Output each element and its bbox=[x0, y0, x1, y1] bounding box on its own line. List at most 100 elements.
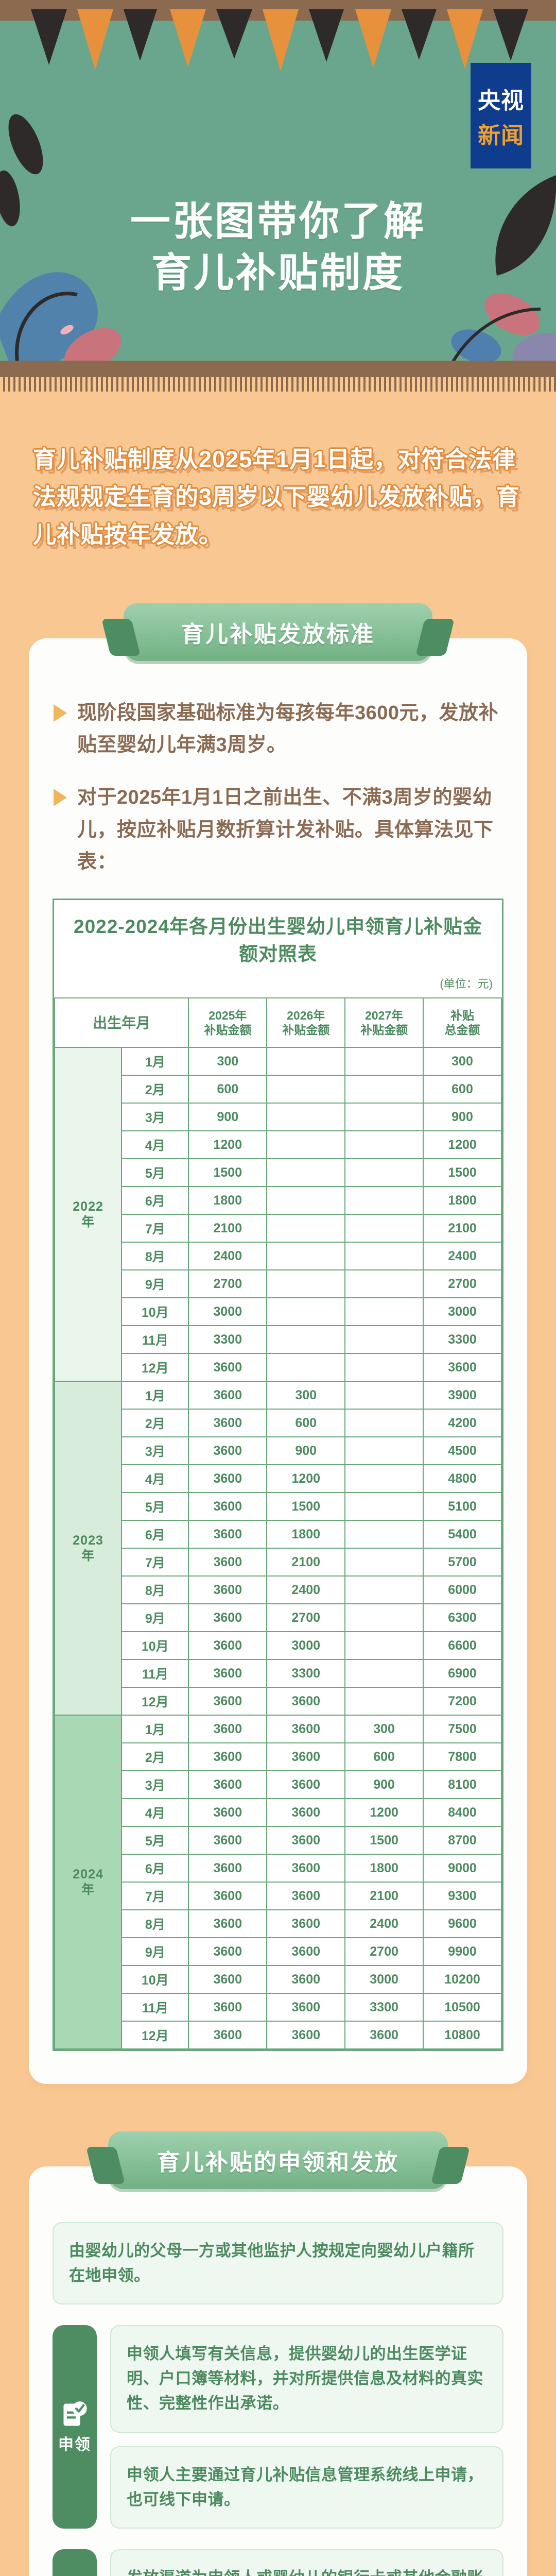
cell-month: 2月 bbox=[121, 1075, 189, 1104]
process-group-apply: 申领 申领人填写有关信息，提供婴幼儿的出生医学证明、户口簿等材料，并对所提供信息… bbox=[53, 2325, 503, 2529]
cell-2027 bbox=[344, 1464, 424, 1494]
cell-month: 7月 bbox=[121, 1214, 189, 1243]
table-head: 出生年月 2025年 补贴金额 2026年 补贴金额 bbox=[54, 997, 502, 1048]
cell-2027 bbox=[344, 1548, 424, 1577]
cell-2025: 3600 bbox=[188, 1548, 268, 1577]
cell-total: 10200 bbox=[423, 1965, 502, 1994]
cell-2025: 1800 bbox=[188, 1186, 268, 1215]
cell-2025: 3600 bbox=[188, 1520, 268, 1549]
hero-title-line2: 育儿补贴制度 bbox=[151, 249, 405, 295]
bullet-item: 对于2025年1月1日之前出生、不满3周岁的婴幼儿，按应补贴月数折算计发补贴。具… bbox=[54, 782, 502, 878]
table-row: 11月 3600 3600 3300 10500 bbox=[55, 1993, 502, 2022]
cell-2026: 3600 bbox=[266, 1909, 346, 1939]
cell-2025: 3600 bbox=[188, 1715, 268, 1744]
foliage-right-decoration bbox=[451, 175, 556, 361]
cell-2027: 900 bbox=[344, 1770, 424, 1800]
cell-total: 7200 bbox=[423, 1687, 502, 1716]
cell-total: 10800 bbox=[423, 2021, 502, 2050]
cell-total: 9900 bbox=[423, 1937, 502, 1967]
process-bubbles-apply: 申领人填写有关信息，提供婴幼儿的出生医学证明、户口簿等材料，并对所提供信息及材料… bbox=[110, 2325, 503, 2529]
cell-total: 3600 bbox=[423, 1353, 502, 1382]
cell-2026 bbox=[266, 1130, 346, 1160]
process-bubble: 申领人主要通过育儿补贴信息管理系统线上申请，也可线下申请。 bbox=[110, 2446, 503, 2529]
bullet-text: 对于2025年1月1日之前出生、不满3周岁的婴幼儿，按应补贴月数折算计发补贴。具… bbox=[77, 787, 494, 873]
table-row: 12月 3600 3600 bbox=[55, 1353, 502, 1382]
cell-total: 10500 bbox=[423, 1993, 502, 2022]
cell-month: 4月 bbox=[121, 1130, 189, 1160]
cell-2025: 3600 bbox=[188, 1659, 268, 1688]
cell-2026 bbox=[266, 1297, 346, 1327]
cell-2025: 3600 bbox=[188, 1436, 268, 1466]
cell-month: 3月 bbox=[121, 1770, 189, 1800]
table-row: 8月 3600 3600 2400 9600 bbox=[55, 1909, 502, 1939]
cell-month: 1月 bbox=[121, 1381, 189, 1410]
process-group-issue: 发放 发放渠道为申领人或婴幼儿的银行卡或其他金融账户，鼓励通过惠民惠农财政补贴资… bbox=[53, 2549, 503, 2576]
table-row: 6月 3600 3600 1800 9000 bbox=[55, 1854, 502, 1883]
col-header-2026: 2026年 补贴金额 bbox=[266, 997, 346, 1048]
cell-2027 bbox=[344, 1269, 424, 1299]
cell-total: 2400 bbox=[423, 1242, 502, 1271]
table-row: 11月 3600 3300 6900 bbox=[55, 1659, 502, 1688]
section-tab-label: 育儿补贴发放标准 bbox=[181, 621, 375, 647]
cctv-news-logo: 央视 新闻 bbox=[471, 63, 531, 168]
hero-title: 一张图带你了解 育儿补贴制度 bbox=[0, 196, 556, 299]
hero-banner: 一张图带你了解 育儿补贴制度 央视 新闻 bbox=[0, 0, 556, 361]
cell-month: 6月 bbox=[121, 1186, 189, 1215]
cell-month: 3月 bbox=[121, 1103, 189, 1132]
cell-2027 bbox=[344, 1047, 424, 1076]
col-header-2026-line1: 2026年 bbox=[287, 1008, 325, 1022]
table-row: 7月 3600 3600 2100 9300 bbox=[55, 1882, 502, 1911]
process-bubbles-issue: 发放渠道为申领人或婴幼儿的银行卡或其他金融账户，鼓励通过惠民惠农财政补贴资金“一… bbox=[110, 2549, 503, 2576]
cell-2027 bbox=[344, 1603, 424, 1633]
cell-month: 6月 bbox=[121, 1520, 189, 1549]
cell-2026: 2100 bbox=[266, 1548, 346, 1577]
table-row: 3月 900 900 bbox=[55, 1103, 502, 1132]
cell-2025: 3600 bbox=[188, 1882, 268, 1911]
year-label-line1: 2022 bbox=[73, 1199, 103, 1214]
cell-month: 12月 bbox=[121, 1687, 189, 1716]
process-side-issue: 发放 bbox=[53, 2549, 97, 2576]
cell-2025: 3600 bbox=[188, 1965, 268, 1994]
col-header-2025-line1: 2025年 bbox=[208, 1008, 247, 1022]
table-row: 3月 3600 900 4500 bbox=[55, 1436, 502, 1466]
table-row: 10月 3600 3000 6600 bbox=[55, 1631, 502, 1660]
soil-divider bbox=[0, 361, 556, 392]
cell-2027: 300 bbox=[344, 1715, 424, 1744]
cell-2027: 3300 bbox=[344, 1993, 424, 2022]
table-body: 2022 年 1月 300 300 2月 600 600 3月 900 900 4月 1200 1200 5… bbox=[54, 1047, 502, 2050]
cell-2027 bbox=[344, 1520, 424, 1549]
cell-month: 8月 bbox=[121, 1575, 189, 1605]
cell-2027: 2700 bbox=[344, 1937, 424, 1967]
cell-2025: 900 bbox=[188, 1103, 268, 1132]
col-header-2027-line2: 补贴金额 bbox=[360, 1023, 408, 1037]
cell-2025: 3600 bbox=[188, 1909, 268, 1939]
cell-total: 4800 bbox=[423, 1464, 502, 1494]
cell-month: 3月 bbox=[121, 1436, 189, 1466]
cell-2027: 600 bbox=[344, 1742, 424, 1772]
cell-2026: 3600 bbox=[266, 1882, 346, 1911]
cell-total: 6000 bbox=[423, 1575, 502, 1605]
cell-month: 2月 bbox=[121, 1742, 189, 1772]
cell-2026: 3600 bbox=[266, 1770, 346, 1800]
cell-total: 1500 bbox=[423, 1158, 502, 1188]
cell-2027 bbox=[344, 1186, 424, 1215]
cell-month: 7月 bbox=[121, 1882, 189, 1911]
section-tab-label: 育儿补贴的申领和发放 bbox=[157, 2150, 399, 2176]
cell-2026: 3600 bbox=[266, 1826, 346, 1855]
cell-2025: 3600 bbox=[188, 1798, 268, 1827]
table-header-row: 出生年月 2025年 补贴金额 2026年 补贴金额 bbox=[54, 997, 502, 1048]
cell-2025: 3600 bbox=[188, 1826, 268, 1855]
cell-2026 bbox=[266, 1325, 346, 1354]
year-label-line1: 2024 bbox=[73, 1867, 103, 1882]
table-row: 2024 年 1月 3600 3600 300 7500 bbox=[54, 1715, 502, 2050]
cell-2026: 3600 bbox=[266, 1993, 346, 2022]
cell-2027 bbox=[344, 1242, 424, 1271]
cell-2025: 3600 bbox=[188, 1687, 268, 1716]
table-row: 10月 3000 3000 bbox=[55, 1297, 502, 1327]
intro-block: 育儿补贴制度从2025年1月1日起，对符合法律法规规定生育的3周岁以下婴幼儿发放… bbox=[0, 392, 556, 574]
table-row: 2022 年 1月 300 300 bbox=[54, 1047, 502, 1382]
cell-2026 bbox=[266, 1242, 346, 1271]
cell-2027 bbox=[344, 1436, 424, 1466]
year-label-line1: 2023 bbox=[73, 1533, 103, 1548]
table-row: 3月 3600 3600 900 8100 bbox=[55, 1770, 502, 1800]
